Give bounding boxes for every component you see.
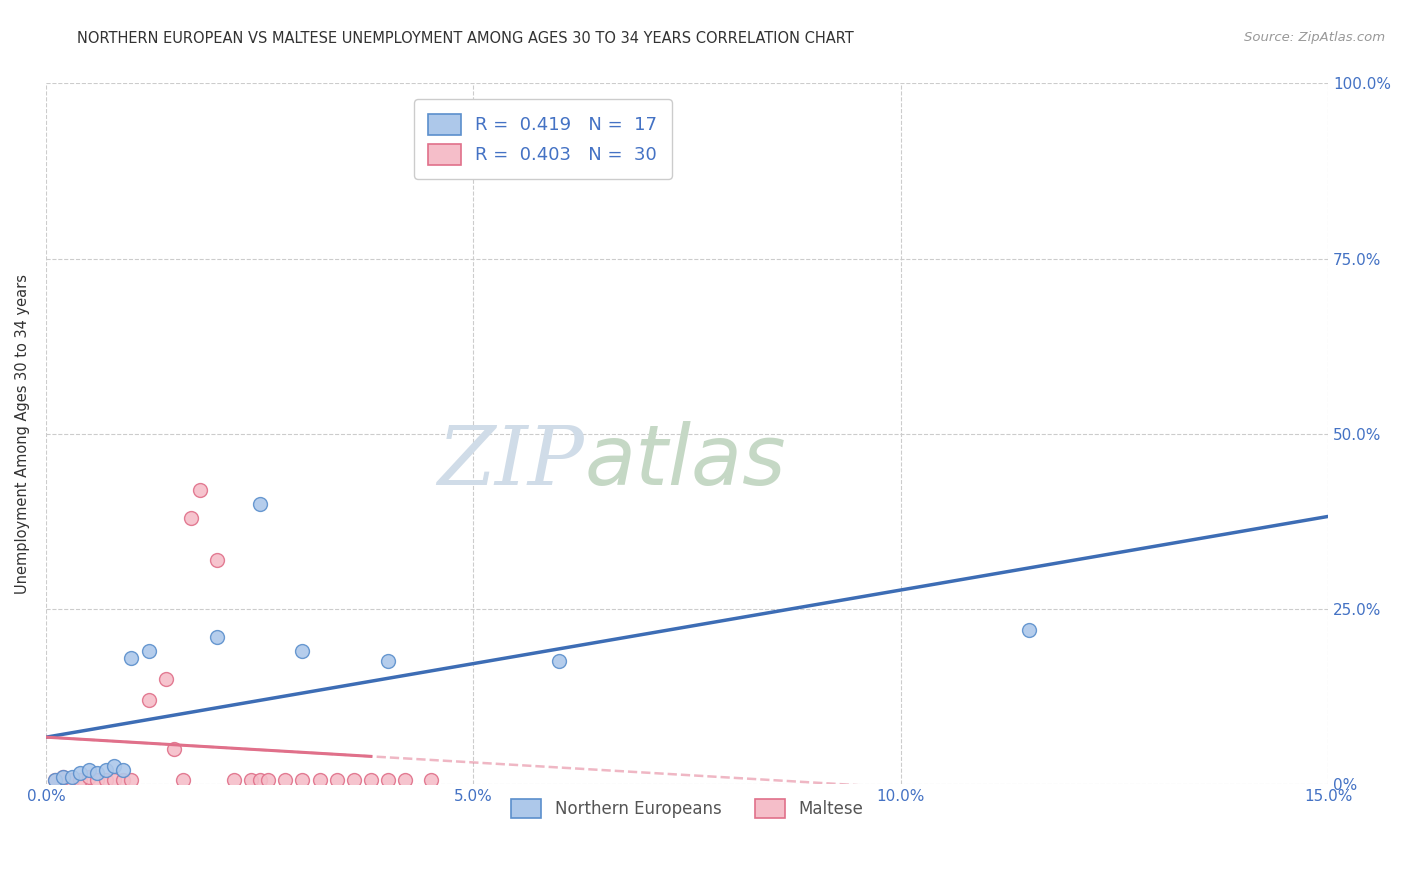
Point [308, 773, 330, 788]
Point [1018, 623, 1040, 637]
Point [44, 773, 66, 788]
Point [138, 643, 160, 657]
Point [69, 766, 91, 780]
Point [103, 759, 125, 773]
Text: ZIP: ZIP [437, 422, 585, 501]
Point [222, 773, 245, 788]
Point [205, 630, 228, 644]
Text: NORTHERN EUROPEAN VS MALTESE UNEMPLOYMENT AMONG AGES 30 TO 34 YEARS CORRELATION : NORTHERN EUROPEAN VS MALTESE UNEMPLOYMEN… [77, 31, 853, 46]
Point [60, 773, 83, 788]
Point [240, 773, 263, 788]
Point [377, 773, 399, 788]
Point [111, 773, 134, 788]
Point [205, 552, 228, 566]
Point [69, 773, 91, 788]
Point [394, 773, 416, 788]
Point [94, 773, 117, 788]
Point [86, 766, 108, 780]
Point [419, 773, 441, 788]
Point [77, 763, 100, 777]
Point [86, 773, 108, 788]
Legend: Northern Europeans, Maltese: Northern Europeans, Maltese [505, 792, 869, 824]
Point [52, 770, 75, 784]
Point [44, 773, 66, 788]
Text: atlas: atlas [585, 421, 786, 502]
Point [360, 773, 382, 788]
Point [172, 773, 194, 788]
Point [343, 773, 366, 788]
Point [103, 773, 125, 788]
Point [257, 773, 280, 788]
Point [547, 654, 569, 668]
Point [138, 692, 160, 706]
Point [120, 773, 142, 788]
Point [52, 770, 75, 784]
Point [111, 763, 134, 777]
Point [77, 770, 100, 784]
Point [188, 483, 211, 497]
Point [249, 497, 271, 511]
Point [249, 773, 271, 788]
Point [274, 773, 297, 788]
Point [163, 741, 186, 756]
Point [325, 773, 347, 788]
Point [377, 654, 399, 668]
Text: Source: ZipAtlas.com: Source: ZipAtlas.com [1244, 31, 1385, 45]
Point [291, 773, 314, 788]
Point [291, 643, 314, 657]
Point [180, 510, 202, 524]
Point [60, 770, 83, 784]
Y-axis label: Unemployment Among Ages 30 to 34 years: Unemployment Among Ages 30 to 34 years [15, 274, 30, 593]
Point [120, 650, 142, 665]
Point [94, 763, 117, 777]
Point [155, 672, 177, 686]
